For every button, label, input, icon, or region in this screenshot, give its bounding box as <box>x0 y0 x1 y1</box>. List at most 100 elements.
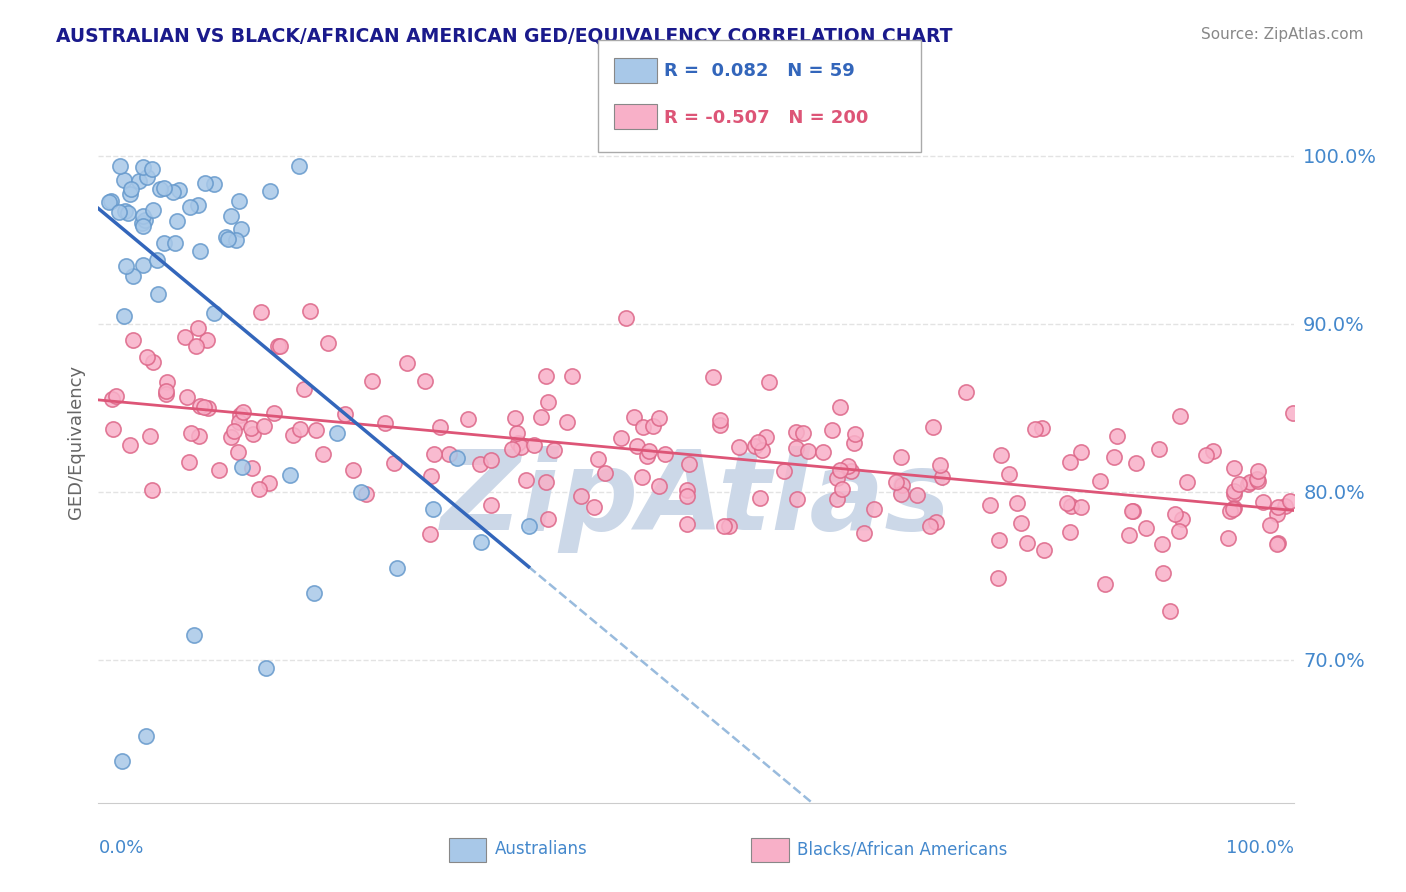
Point <box>918 519 941 533</box>
Point <box>202 306 225 320</box>
Point <box>202 177 225 191</box>
Point <box>828 400 851 414</box>
Point <box>831 482 853 496</box>
Point <box>121 333 143 347</box>
Point <box>98 194 121 209</box>
Point <box>631 420 654 434</box>
Text: ZipAtlas: ZipAtlas <box>440 446 952 553</box>
Point <box>1282 406 1305 420</box>
Point <box>1223 487 1246 501</box>
Point <box>1239 475 1261 489</box>
Point <box>647 478 669 492</box>
Point <box>253 418 276 433</box>
Point <box>1125 456 1147 470</box>
Point <box>825 491 848 506</box>
Point <box>396 356 419 370</box>
Point <box>231 222 253 236</box>
Point <box>792 426 814 441</box>
Point <box>1105 428 1128 442</box>
Point <box>1265 507 1288 521</box>
Point <box>1227 476 1250 491</box>
Point <box>595 466 617 480</box>
Point <box>215 229 238 244</box>
Point <box>990 448 1012 462</box>
Point <box>536 475 558 489</box>
Point <box>638 443 661 458</box>
Y-axis label: GED/Equivalency: GED/Equivalency <box>66 365 84 518</box>
Point <box>240 420 263 434</box>
Point <box>785 441 807 455</box>
Point <box>187 321 209 335</box>
Point <box>1090 474 1112 488</box>
Point <box>1102 450 1125 465</box>
Point <box>112 173 135 187</box>
Point <box>1059 524 1081 539</box>
Point <box>180 426 202 441</box>
Point <box>1164 507 1187 521</box>
Point <box>825 471 848 485</box>
Point <box>1246 472 1268 486</box>
Point <box>232 405 254 419</box>
Point <box>1216 532 1239 546</box>
Point <box>132 258 155 272</box>
Point <box>382 456 405 470</box>
Point <box>676 489 699 503</box>
Point <box>194 177 217 191</box>
Point <box>149 182 172 196</box>
Point <box>342 463 364 477</box>
Point <box>141 483 163 497</box>
Point <box>437 447 460 461</box>
Point <box>221 429 243 443</box>
Text: R =  0.082   N = 59: R = 0.082 N = 59 <box>664 62 855 80</box>
Point <box>925 515 948 529</box>
Point <box>118 438 141 452</box>
Point <box>290 422 312 436</box>
Point <box>360 374 382 388</box>
Point <box>146 287 169 301</box>
Point <box>537 394 560 409</box>
Point <box>828 462 851 476</box>
Point <box>179 200 201 214</box>
Point <box>333 407 356 421</box>
Point <box>163 236 186 251</box>
Point <box>890 450 912 464</box>
Point <box>755 430 778 444</box>
Point <box>797 443 820 458</box>
Point <box>1033 542 1056 557</box>
Point <box>1010 516 1032 530</box>
Point <box>292 382 315 396</box>
Point <box>120 182 142 196</box>
Point <box>187 429 209 443</box>
Point <box>853 525 876 540</box>
Point <box>1223 461 1246 475</box>
Point <box>167 182 190 196</box>
Point <box>1149 442 1171 457</box>
Point <box>987 533 1010 547</box>
Point <box>219 209 242 223</box>
Point <box>1267 500 1289 514</box>
Point <box>647 411 669 425</box>
Point <box>641 419 664 434</box>
Point <box>884 475 907 490</box>
Point <box>1152 566 1174 580</box>
Point <box>132 209 155 223</box>
Point <box>1059 455 1081 469</box>
Point <box>747 435 769 450</box>
Point <box>155 387 177 401</box>
Point <box>1267 536 1289 550</box>
Text: AUSTRALIAN VS BLACK/AFRICAN AMERICAN GED/EQUIVALENCY CORRELATION CHART: AUSTRALIAN VS BLACK/AFRICAN AMERICAN GED… <box>56 27 953 45</box>
Point <box>187 198 209 212</box>
Point <box>786 492 808 507</box>
Point <box>728 441 751 455</box>
Point <box>509 440 531 454</box>
Point <box>523 438 546 452</box>
Point <box>501 442 523 456</box>
Point <box>758 375 780 389</box>
Point <box>423 447 446 461</box>
Point <box>305 423 328 437</box>
Point <box>155 384 177 399</box>
Point <box>1274 499 1296 513</box>
Text: R = -0.507   N = 200: R = -0.507 N = 200 <box>664 109 868 127</box>
Point <box>610 431 633 445</box>
Point <box>654 446 676 460</box>
